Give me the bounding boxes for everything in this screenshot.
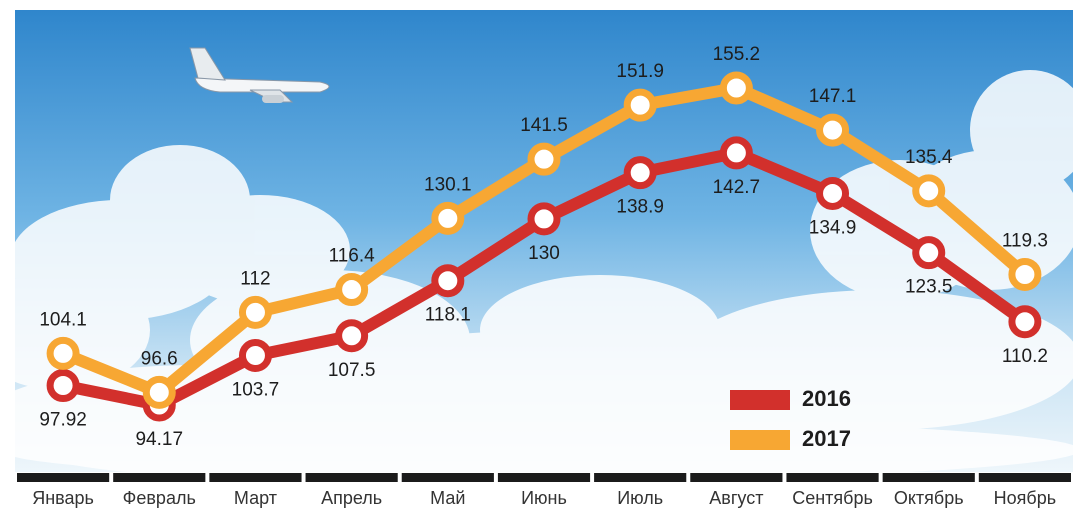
data-label: 97.92 bbox=[39, 410, 87, 431]
data-label: 141.5 bbox=[520, 115, 568, 136]
legend-swatch bbox=[730, 390, 790, 410]
data-label: 104.1 bbox=[39, 309, 87, 330]
x-tick-label: Январь bbox=[32, 488, 94, 508]
point-marker bbox=[916, 178, 942, 204]
legend-label: 2017 bbox=[802, 426, 851, 451]
data-label: 96.6 bbox=[141, 348, 178, 369]
point-marker bbox=[916, 240, 942, 266]
data-label: 138.9 bbox=[616, 197, 664, 218]
point-marker bbox=[820, 180, 846, 206]
x-tick-label: Июнь bbox=[521, 488, 567, 508]
axis-segment bbox=[209, 473, 301, 482]
data-label: 151.9 bbox=[616, 61, 664, 82]
legend-swatch bbox=[730, 430, 790, 450]
data-label: 112 bbox=[240, 268, 270, 289]
point-marker bbox=[531, 206, 557, 232]
data-label: 134.9 bbox=[809, 217, 857, 238]
point-marker bbox=[50, 340, 76, 366]
point-marker bbox=[723, 140, 749, 166]
point-marker bbox=[242, 299, 268, 325]
point-marker bbox=[435, 205, 461, 231]
point-marker bbox=[50, 373, 76, 399]
data-label: 130 bbox=[528, 243, 560, 264]
data-label: 147.1 bbox=[809, 86, 857, 107]
x-tick-label: Февраль bbox=[123, 488, 196, 508]
point-marker bbox=[723, 75, 749, 101]
data-label: 155.2 bbox=[713, 44, 761, 65]
axis-segment bbox=[17, 473, 109, 482]
point-marker bbox=[627, 160, 653, 186]
point-marker bbox=[627, 92, 653, 118]
x-tick-label: Апрель bbox=[321, 488, 382, 508]
data-label: 142.7 bbox=[713, 177, 761, 198]
point-marker bbox=[1012, 261, 1038, 287]
x-tick-label: Май bbox=[430, 488, 465, 508]
point-marker bbox=[146, 379, 172, 405]
x-tick-label: Март bbox=[234, 488, 277, 508]
x-tick-label: Июль bbox=[617, 488, 663, 508]
x-tick-label: Октябрь bbox=[894, 488, 964, 508]
data-label: 116.4 bbox=[329, 246, 376, 267]
point-marker bbox=[435, 268, 461, 294]
axis-segment bbox=[306, 473, 398, 482]
x-tick-label: Ноябрь bbox=[994, 488, 1056, 508]
axis-segment bbox=[883, 473, 975, 482]
axis-segment bbox=[113, 473, 205, 482]
axis-segment bbox=[690, 473, 782, 482]
data-label: 135.4 bbox=[905, 147, 953, 168]
data-label: 118.1 bbox=[425, 305, 471, 326]
x-tick-label: Сентябрь bbox=[792, 488, 873, 508]
data-label: 107.5 bbox=[328, 360, 376, 381]
data-label: 119.3 bbox=[1002, 230, 1048, 251]
axis-segment bbox=[402, 473, 494, 482]
point-marker bbox=[820, 117, 846, 143]
point-marker bbox=[1012, 309, 1038, 335]
point-marker bbox=[339, 277, 365, 303]
data-label: 130.1 bbox=[424, 174, 472, 195]
point-marker bbox=[242, 342, 268, 368]
chart: Январь Февраль Март Апрель Май Июнь Июль Август… bbox=[0, 0, 1073, 512]
legend-label: 2016 bbox=[802, 386, 851, 411]
axis-segment bbox=[498, 473, 590, 482]
data-label: 103.7 bbox=[232, 380, 280, 401]
point-marker bbox=[339, 323, 365, 349]
x-tick-label: Август bbox=[709, 488, 763, 508]
data-label: 94.17 bbox=[135, 429, 183, 450]
axis-segment bbox=[786, 473, 878, 482]
axis-segment bbox=[594, 473, 686, 482]
data-label: 123.5 bbox=[905, 277, 953, 298]
point-marker bbox=[531, 146, 557, 172]
axis-segment bbox=[979, 473, 1071, 482]
data-label: 110.2 bbox=[1002, 346, 1048, 367]
